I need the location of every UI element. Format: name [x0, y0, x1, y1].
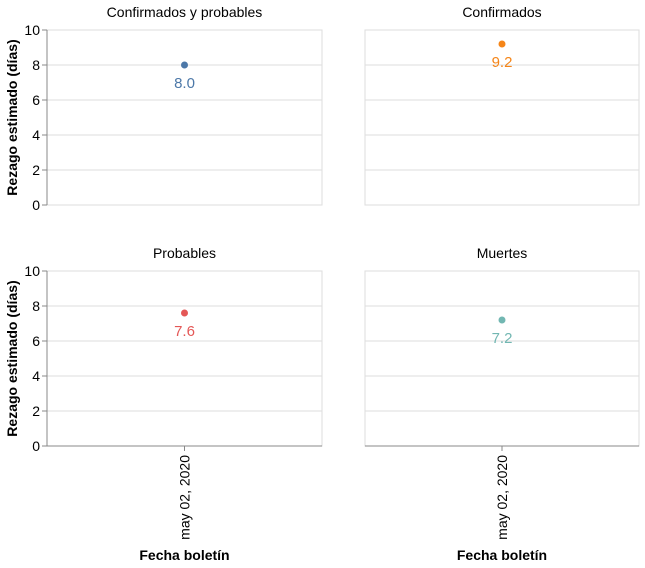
data-label: 9.2: [492, 54, 513, 71]
y-tick-label: 6: [32, 333, 40, 349]
panel-frame: [46, 270, 323, 447]
data-label: 8.0: [174, 75, 195, 92]
panel-title: Probables: [153, 245, 216, 261]
x-axis-title: Fecha boletín: [457, 547, 547, 563]
y-tick-label: 8: [32, 57, 40, 73]
y-tick-label: 4: [32, 127, 40, 143]
panel-title: Confirmados: [462, 4, 541, 20]
panel-frame: [364, 270, 640, 447]
panel-title: Confirmados y probables: [107, 4, 263, 20]
y-axis-title: Rezago estimado (días): [4, 39, 20, 195]
data-point: [181, 61, 188, 69]
y-tick-label: 2: [32, 403, 40, 419]
y-tick-label: 10: [24, 22, 40, 38]
data-label: 7.6: [174, 323, 195, 340]
y-tick-label: 0: [32, 438, 40, 454]
y-tick-label: 8: [32, 298, 40, 314]
data-label: 7.2: [492, 330, 513, 347]
panel-frame: [46, 29, 323, 206]
y-tick-label: 2: [32, 162, 40, 178]
data-point: [181, 309, 188, 317]
panel-title: Muertes: [477, 245, 528, 261]
x-tick-label: may 02, 2020: [177, 455, 193, 540]
x-tick-label: may 02, 2020: [494, 455, 510, 540]
y-tick-label: 10: [24, 263, 40, 279]
y-axis-title: Rezago estimado (días): [4, 280, 20, 436]
y-tick-label: 4: [32, 368, 40, 384]
data-point: [498, 316, 506, 324]
x-axis-title: Fecha boletín: [139, 547, 229, 563]
y-tick-label: 0: [32, 197, 40, 213]
data-point: [498, 40, 506, 48]
y-tick-label: 6: [32, 92, 40, 108]
panel-frame: [364, 29, 640, 206]
